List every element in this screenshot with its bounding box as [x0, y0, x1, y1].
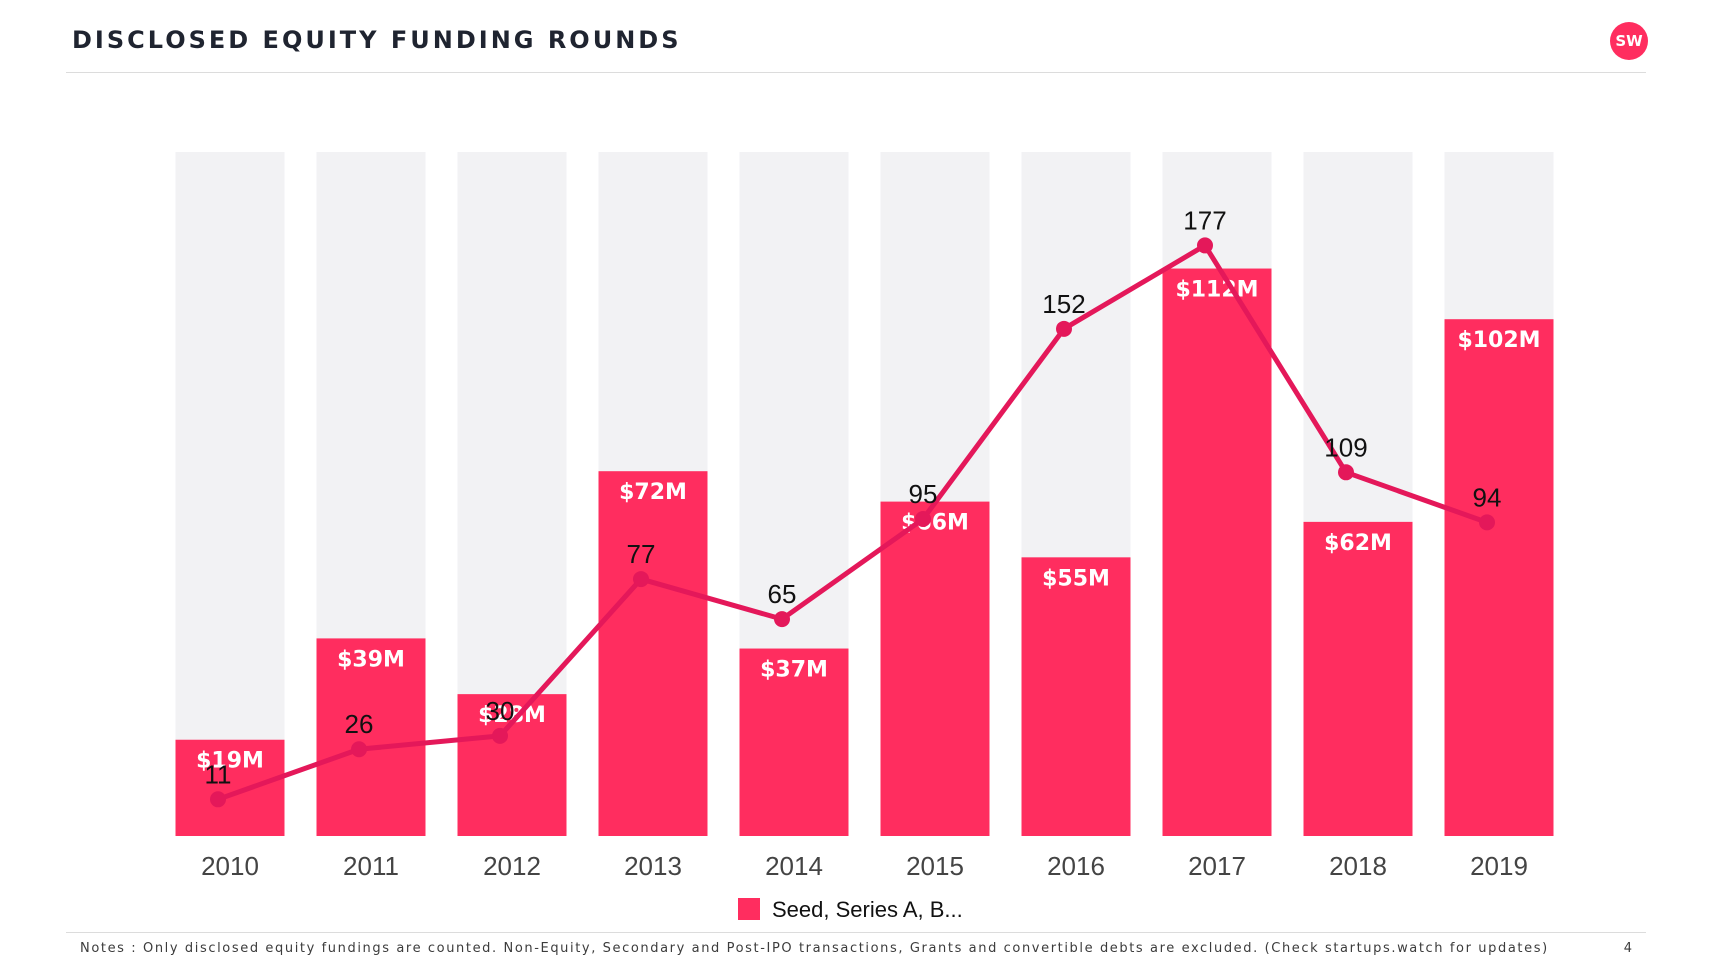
x-tick-label: 2018: [1329, 851, 1387, 881]
page-title: DISCLOSED EQUITY FUNDING ROUNDS: [72, 26, 682, 54]
x-tick-label: 2014: [765, 851, 823, 881]
legend-label: Seed, Series A, B...: [772, 897, 963, 922]
bar-value-label: $39M: [337, 647, 405, 672]
line-point: [1338, 464, 1354, 481]
line-value-label: 94: [1473, 482, 1502, 512]
line-value-label: 11: [205, 759, 232, 789]
bar-value-label: $66M: [901, 511, 969, 536]
line-point: [210, 791, 226, 808]
line-value-label: 26: [345, 709, 374, 739]
bar-value-label: $102M: [1457, 328, 1540, 353]
bar: [1162, 268, 1272, 836]
bar: [1444, 319, 1554, 836]
bar: [739, 648, 849, 836]
x-tick-label: 2015: [906, 851, 964, 881]
bar: [598, 471, 708, 836]
count-line: [217, 242, 1488, 802]
x-tick-label: 2016: [1047, 851, 1105, 881]
line-point: [1056, 320, 1072, 337]
line-value-label: 109: [1324, 432, 1367, 462]
bar-value-label: $62M: [1324, 531, 1392, 556]
line-point: [1197, 237, 1213, 254]
footer: Notes : Only disclosed equity fundings a…: [66, 932, 1646, 963]
bar: [175, 739, 285, 836]
x-tick-label: 2017: [1188, 851, 1246, 881]
bar: [457, 694, 567, 836]
bar-group: $19M2010$39M2011$28M2012$72M2013$37M2014…: [175, 152, 1554, 881]
line-value-label: 30: [486, 696, 515, 726]
line-value-label: 95: [909, 479, 938, 509]
funding-chart: $19M2010$39M2011$28M2012$72M2013$37M2014…: [175, 152, 1554, 922]
x-tick-label: 2012: [483, 851, 541, 881]
footer-notes: Notes : Only disclosed equity fundings a…: [80, 941, 1549, 956]
line-value-label: 65: [768, 579, 797, 609]
logo: SW: [1610, 22, 1648, 60]
header: DISCLOSED EQUITY FUNDING ROUNDS SW: [66, 0, 1648, 73]
x-tick-label: 2011: [343, 851, 399, 881]
x-tick-label: 2019: [1470, 851, 1528, 881]
line-point: [1479, 514, 1495, 531]
line-value-label: 152: [1042, 289, 1085, 319]
bar-value-label: $37M: [760, 658, 828, 683]
line-point: [351, 741, 367, 758]
bar-background: [175, 152, 285, 836]
line-value-label: 177: [1183, 205, 1226, 235]
line-point: [492, 727, 508, 744]
bar: [880, 501, 990, 836]
bar-value-label: $72M: [619, 480, 687, 505]
line-point: [633, 571, 649, 588]
legend-swatch: [738, 898, 760, 920]
line-point: [915, 511, 931, 528]
line-value-label: 77: [627, 539, 656, 569]
page-number: 4: [1623, 941, 1632, 956]
bar-value-label: $19M: [196, 749, 264, 774]
bar: [1303, 521, 1413, 836]
x-tick-label: 2013: [624, 851, 682, 881]
bar: [1021, 557, 1131, 836]
bar-value-label: $112M: [1175, 278, 1258, 303]
bar: [316, 638, 426, 836]
line-point: [774, 611, 790, 628]
x-tick-label: 2010: [201, 851, 259, 881]
bar-value-label: $55M: [1042, 566, 1110, 591]
